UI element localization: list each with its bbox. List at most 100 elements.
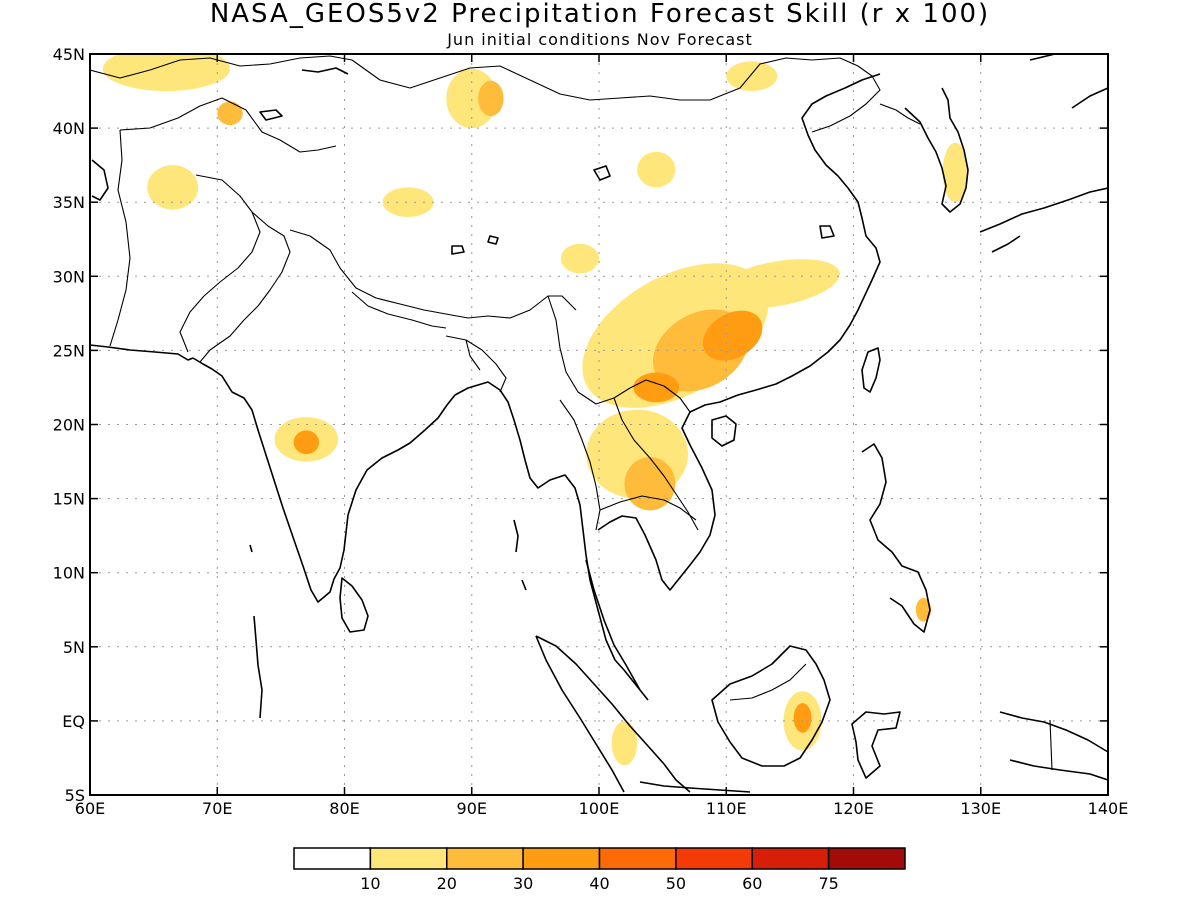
colorbar-label-75: 75 [818,874,838,893]
skill-region-13 [637,151,676,188]
border-myanmar-china [547,295,691,413]
colorbar-label-60: 60 [742,874,762,893]
coast-gulf-thailand-vietnam [597,73,881,591]
skill-region-17 [147,165,199,210]
colorbar-label-20: 20 [437,874,457,893]
colorbar-swatch-0 [293,847,372,870]
lake-balkhash [301,67,349,75]
tick-label-lon-70E: 70E [202,799,232,818]
tick-label-lat-15N: 15N [53,490,85,509]
coast-taiwan [861,347,881,393]
tick-label-lat-40N: 40N [53,119,85,138]
lake-issyk-kul [259,109,283,121]
colorbar: 10 20 30 40 50 60 75 [293,847,906,893]
tick-label-lon-110E: 110E [706,799,747,818]
colorbar-label-50: 50 [666,874,686,893]
lake-tibet-1 [451,245,465,255]
border-central-asia [119,97,337,153]
border-new-guinea [1049,719,1053,771]
border-thailand-cambodia [599,495,697,521]
colorbar-label-40: 40 [589,874,609,893]
border-pakistan-afghanistan [179,174,261,353]
coast-hainan [711,415,737,447]
tick-label-lon-130E: 130E [960,799,1001,818]
border-kazakhstan-russia [90,55,353,79]
coast-korea [904,87,969,213]
colorbar-swatch-5 [675,847,753,870]
border-laos-vietnam [613,397,699,531]
border-bangladesh [445,335,507,393]
map-title: NASA_GEOS5v2 Precipitation Forecast Skil… [210,0,990,29]
lake-tibet-2 [487,235,499,245]
tick-label-lat-30N: 30N [53,267,85,286]
axis-ticks [89,53,1109,796]
border-afghanistan-iran [109,129,131,347]
skill-region-12 [478,80,504,117]
skill-region-14 [102,54,230,92]
skill-region-18 [382,187,434,218]
colorbar-swatch-6 [751,847,830,870]
skill-region-8 [293,430,320,455]
gridlines [90,54,1108,795]
coast-sulawesi [851,711,901,779]
coast-new-guinea [999,711,1108,781]
colorbar-swatch-7 [827,847,906,870]
colorbar-swatch-1 [369,847,448,870]
lake-qinghai [593,165,611,181]
skill-region-16 [560,243,599,274]
tick-label-lon-80E: 80E [329,799,359,818]
skill-region-22 [611,720,638,766]
skill-region-19 [726,61,778,92]
skill-region-15 [217,101,243,126]
border-north-korea [879,103,921,125]
tick-label-lat-10N: 10N [53,564,85,583]
coastline-layer [90,54,1108,793]
coast-caspian-sea [91,159,109,201]
tick-label-lat-20N: 20N [53,416,85,435]
coast-borneo [711,645,831,767]
tick-label-lat-45N: 45N [53,45,85,64]
border-china-mongolia [351,57,881,133]
coast-sri-lanka [339,577,369,633]
tick-label-lat-35N: 35N [53,193,85,212]
tick-label-lon-60E: 60E [75,799,105,818]
tick-label-lon-120E: 120E [833,799,874,818]
colorbar-swatch-4 [598,847,677,870]
tick-label-lon-90E: 90E [457,799,487,818]
tick-label-lat-25N: 25N [53,341,85,360]
tick-label-lat-EQ: EQ [62,712,85,731]
skill-region-3 [714,259,840,309]
coast-philippines [861,443,931,633]
colorbar-swatch-2 [446,847,524,870]
lake-dongting [819,225,835,239]
skill-region-2 [702,310,763,361]
tick-label-lon-100E: 100E [579,799,620,818]
skill-region-6 [633,372,680,403]
tick-label-lat-5S: 5S [65,786,85,805]
colorbar-swatch-3 [522,847,601,870]
country-border-layer [90,55,1053,771]
map-subtitle: Jun initial conditions Nov Forecast [446,30,753,49]
tick-label-lat-5N: 5N [63,638,85,657]
coast-japan [979,54,1108,253]
colorbar-label-10: 10 [360,874,380,893]
axis-tick-labels: 60E 70E 80E 90E 100E 110E 120E 130E 140E 45N 40N 35… [53,45,1129,818]
skill-region-21 [915,597,932,622]
coast-maldives-islands [249,544,263,719]
skill-field-layer [102,54,969,766]
border-india-china [289,229,577,319]
coast-bangladesh-myanmar [454,381,641,691]
coast-sumatra [535,635,691,793]
coast-iran-arabian-sea [90,344,194,361]
skill-region-20 [942,142,969,203]
border-nepal [351,291,447,329]
border-india-pakistan [199,211,291,363]
lake-layer [259,67,835,255]
coast-java [639,781,751,793]
border-borneo-malaysia [729,663,807,701]
colorbar-label-30: 30 [513,874,533,893]
coast-malay-peninsula [585,559,649,701]
coast-andaman-islands [513,519,527,591]
skill-region-10 [793,703,812,733]
